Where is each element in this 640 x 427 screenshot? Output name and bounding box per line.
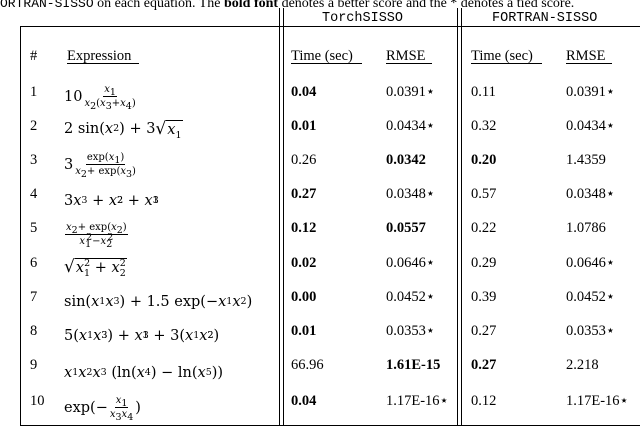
row-number-cell: 7 bbox=[30, 289, 38, 305]
time-torch-cell: 0.00 bbox=[291, 289, 317, 305]
rmse-fortran-cell: 0.0434⋆ bbox=[566, 118, 615, 134]
caption-text-1: on each equation. The bbox=[93, 0, 224, 11]
row-number-cell: 10 bbox=[30, 393, 45, 409]
time-torch-cell: 0.27 bbox=[291, 186, 317, 202]
rmse-torch-cell: 0.0348⋆ bbox=[386, 186, 435, 202]
time-torch-underline bbox=[291, 63, 362, 64]
time-torch-cell: 0.12 bbox=[291, 220, 317, 236]
rmse-fortran-cell: 1.17E-16⋆ bbox=[566, 393, 629, 409]
time-torch-cell: 0.01 bbox=[291, 118, 317, 134]
rmse-torch-cell: 0.0342 bbox=[386, 152, 426, 168]
time-fortran-cell: 0.27 bbox=[471, 357, 497, 373]
caption-bold-font: bold font bbox=[224, 0, 279, 11]
divider-a1 bbox=[279, 8, 280, 426]
time-torch-cell: 0.04 bbox=[291, 84, 317, 100]
rmse-fortran-cell: 0.0646⋆ bbox=[566, 255, 615, 271]
rmse-fortran-cell: 2.218 bbox=[566, 357, 599, 373]
col-header-index: # bbox=[30, 48, 38, 64]
rmse-torch-cell: 0.0353⋆ bbox=[386, 323, 435, 339]
expression-6: √ x12 + x22 bbox=[64, 257, 127, 279]
col-header-expression: Expression bbox=[67, 48, 132, 64]
group-header-torchsisso: TorchSISSO bbox=[322, 11, 404, 26]
rmse-fortran-cell: 0.0391⋆ bbox=[566, 84, 615, 100]
col-header-rmse-torch: RMSE bbox=[386, 48, 426, 64]
rmse-torch-cell: 1.61E-15 bbox=[386, 357, 441, 373]
caption-text-2: denotes a better score and the * denotes… bbox=[278, 0, 575, 11]
row-number-cell: 6 bbox=[30, 255, 38, 271]
expression-5: x2+ exp(x2) x12−x22 bbox=[65, 222, 128, 250]
rmse-torch-underline bbox=[386, 63, 432, 64]
rmse-fortran-cell: 0.0353⋆ bbox=[566, 323, 615, 339]
rmse-fortran-cell: 1.4359 bbox=[566, 152, 606, 168]
time-fortran-cell: 0.39 bbox=[471, 289, 497, 305]
row-number-cell: 9 bbox=[30, 357, 38, 373]
expression-10: exp(− x1 x3x4 ) bbox=[64, 395, 141, 423]
time-torch-cell: 0.04 bbox=[291, 393, 317, 409]
group-header-fortran-sisso: FORTRAN-SISSO bbox=[492, 11, 598, 26]
caption-method: ORTRAN-SISSO bbox=[0, 0, 94, 11]
col-header-time-fortran: Time (sec) bbox=[471, 48, 533, 64]
row-number-cell: 1 bbox=[30, 84, 38, 100]
time-fortran-cell: 0.11 bbox=[471, 84, 496, 100]
row-number-cell: 4 bbox=[30, 186, 38, 202]
time-fortran-cell: 0.29 bbox=[471, 255, 497, 271]
rmse-fortran-cell: 0.0348⋆ bbox=[566, 186, 615, 202]
time-torch-cell: 0.02 bbox=[291, 255, 317, 271]
rmse-fortran-cell: 1.0786 bbox=[566, 220, 606, 236]
col-header-time-torch: Time (sec) bbox=[291, 48, 353, 64]
rmse-torch-cell: 0.0391⋆ bbox=[386, 84, 435, 100]
rmse-fortran-underline bbox=[566, 63, 612, 64]
expression-underline bbox=[67, 63, 139, 64]
expression-7: sin(x 1 x 3) + 1.5 exp(− x 1 x 2) bbox=[64, 294, 253, 310]
time-torch-cell: 0.26 bbox=[291, 152, 317, 168]
time-fortran-cell: 0.32 bbox=[471, 118, 497, 134]
top-rule bbox=[20, 26, 640, 27]
rmse-torch-cell: 0.0557 bbox=[386, 220, 426, 236]
expression-2: 2 sin(x 2) + 3 √ x1 bbox=[64, 119, 183, 141]
time-fortran-underline bbox=[471, 63, 542, 64]
rmse-fortran-cell: 0.0452⋆ bbox=[566, 289, 615, 305]
rmse-torch-cell: 1.17E-16⋆ bbox=[386, 393, 449, 409]
divider-b1 bbox=[457, 8, 458, 426]
time-fortran-cell: 0.20 bbox=[471, 152, 497, 168]
expression-1: 10 x1 x2(x3+x4) bbox=[64, 84, 136, 112]
rmse-torch-cell: 0.0452⋆ bbox=[386, 289, 435, 305]
row-number-cell: 5 bbox=[30, 220, 38, 236]
time-fortran-cell: 0.27 bbox=[471, 323, 497, 339]
row-number-cell: 3 bbox=[30, 152, 38, 168]
left-border bbox=[20, 26, 21, 426]
time-fortran-cell: 0.22 bbox=[471, 220, 497, 236]
bottom-rule bbox=[20, 425, 640, 426]
expression-3: 3 exp(x1) x2+ exp(x3) bbox=[64, 152, 136, 180]
divider-a2 bbox=[283, 8, 284, 426]
divider-b2 bbox=[461, 8, 462, 426]
col-header-rmse-fortran: RMSE bbox=[566, 48, 606, 64]
row-number-cell: 2 bbox=[30, 118, 38, 134]
table-caption: ORTRAN-SISSO on each equation. The bold … bbox=[0, 0, 640, 12]
row-number-cell: 8 bbox=[30, 323, 38, 339]
rmse-torch-cell: 0.0434⋆ bbox=[386, 118, 435, 134]
time-fortran-cell: 0.12 bbox=[471, 393, 497, 409]
time-fortran-cell: 0.57 bbox=[471, 186, 497, 202]
time-torch-cell: 0.01 bbox=[291, 323, 317, 339]
time-torch-cell: 66.96 bbox=[291, 357, 324, 373]
rmse-torch-cell: 0.0646⋆ bbox=[386, 255, 435, 271]
